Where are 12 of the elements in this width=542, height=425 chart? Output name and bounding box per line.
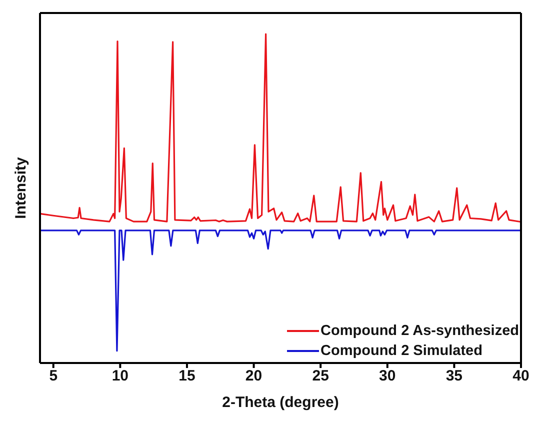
x-tick-label: 35: [446, 368, 463, 385]
x-tick-label: 15: [178, 368, 196, 385]
x-axis-title: 2-Theta (degree): [222, 394, 339, 411]
x-tick-label: 40: [512, 368, 530, 385]
x-tick-label: 20: [245, 368, 262, 385]
x-tick-label: 10: [112, 368, 129, 385]
x-tick-label: 30: [379, 368, 396, 385]
legend-label: Compound 2 Simulated: [320, 342, 482, 361]
x-tick-label: 25: [312, 368, 329, 385]
legend-label: Compound 2 As-synthesized: [320, 322, 519, 341]
y-axis-title: Intensity: [12, 156, 30, 219]
x-tick-label: 5: [49, 368, 58, 385]
